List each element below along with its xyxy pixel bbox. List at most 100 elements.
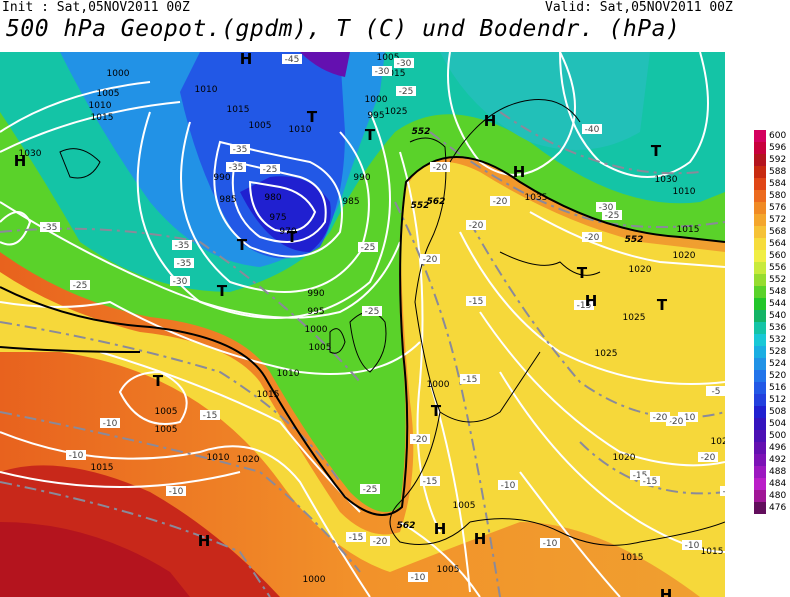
isobar-label: 1010 (195, 85, 218, 95)
legend-swatch (754, 382, 766, 394)
isotherm-label: -35 (175, 241, 190, 251)
legend-label: 592 (769, 155, 787, 165)
legend-label: 484 (769, 479, 787, 489)
isotherm-label: -20 (669, 417, 684, 427)
isotherm-label: -30 (599, 203, 614, 213)
legend-label: 552 (769, 275, 787, 285)
legend-swatch (754, 154, 766, 166)
legend-swatch (754, 214, 766, 226)
isobar-label: 1010 (289, 125, 312, 135)
legend-swatch (754, 466, 766, 478)
legend-swatch (754, 502, 766, 514)
legend-swatch (754, 226, 766, 238)
isobar-label: 1005 (155, 425, 178, 435)
high-pressure-marker: H (474, 530, 487, 548)
isobars (0, 52, 725, 597)
isobar-label: 1020 (237, 455, 260, 465)
isotherm-label: -20 (433, 163, 448, 173)
isobar-label: 990 (213, 173, 230, 183)
isotherm-label: -20 (653, 413, 668, 423)
legend-label: 508 (769, 407, 787, 417)
isobar-label: 1020 (613, 453, 636, 463)
isotherm-label: -10 (411, 573, 426, 583)
isotherm-label: -30 (375, 67, 390, 77)
legend-label: 588 (769, 167, 787, 177)
isotherm-label: -15 (643, 477, 658, 487)
legend-swatch (754, 130, 766, 142)
isotherm-label: -20 (701, 453, 716, 463)
isobar-label: 990 (353, 173, 370, 183)
legend-swatch (754, 406, 766, 418)
low-pressure-marker: T (217, 282, 228, 300)
legend-label: 600 (769, 131, 787, 141)
isotherm-label: -10 (501, 481, 516, 491)
low-pressure-marker: T (287, 228, 298, 246)
high-pressure-marker: H (585, 292, 598, 310)
high-pressure-marker: H (198, 532, 211, 550)
isobar-label: 980 (264, 193, 281, 203)
legend-label: 536 (769, 323, 787, 333)
legend-swatch (754, 142, 766, 154)
legend-label: 524 (769, 359, 787, 369)
legend-label: 520 (769, 371, 787, 381)
isobar-label: 1000 (427, 380, 450, 390)
isobar-label: 1000 (107, 69, 130, 79)
high-pressure-marker: H (513, 163, 526, 181)
legend-label: 584 (769, 179, 787, 189)
isobar-label: 985 (219, 195, 236, 205)
legend-label: 500 (769, 431, 787, 441)
geopotential-label: 562 (397, 521, 416, 531)
temperature-labels: -45-35-30-25-35-25-30-35-30-25-25-20-25-… (40, 54, 725, 583)
legend-label: 576 (769, 203, 787, 213)
coastlines (59, 99, 725, 546)
geopotential-label: 552 (411, 201, 430, 211)
isotherm-label: -10 (543, 539, 558, 549)
legend-swatch (754, 322, 766, 334)
low-core (240, 176, 331, 252)
low-pressure-marker: T (237, 236, 248, 254)
color-legend: 600 596 592 588 584 580 576 572 568 564 560 556 552 5… (754, 130, 790, 520)
isobar-label: 1025 (595, 349, 618, 359)
legend-label: 476 (769, 503, 787, 513)
init-time: Init : Sat,05NOV2011 00Z (2, 0, 190, 15)
isobar-label: 1015 (621, 553, 644, 563)
low-pressure-marker: T (153, 372, 164, 390)
legend-label: 548 (769, 287, 787, 297)
isobar-label: 985 (342, 197, 359, 207)
legend-swatch (754, 202, 766, 214)
isobar-label: 1015 (677, 225, 700, 235)
weather-map: 1000 1005 1010 1015 1030 1010 1015 1005 1010 1000… (0, 52, 725, 597)
legend-swatch (754, 490, 766, 502)
low-pressure-marker: T (365, 126, 376, 144)
legend-swatch (754, 430, 766, 442)
geopotential-label: 552 (412, 127, 431, 137)
isobar-label: 975 (269, 213, 286, 223)
isotherm-label: -15 (349, 533, 364, 543)
high-pressure-marker: H (240, 52, 253, 68)
isobar-label: 1010 (89, 101, 112, 111)
legend-swatch (754, 358, 766, 370)
isobar-label: 1000 (303, 575, 326, 585)
legend-label: 488 (769, 467, 787, 477)
isotherms (0, 111, 725, 597)
isotherm-label: -15 (463, 375, 478, 385)
isotherm-label: -20 (493, 197, 508, 207)
weather-map-svg: 1000 1005 1010 1015 1030 1010 1015 1005 1010 1000… (0, 52, 725, 597)
legend-label: 528 (769, 347, 787, 357)
isobar-label: 1015 (701, 547, 724, 557)
low-pressure-marker: T (577, 264, 588, 282)
isobar-label: 1005 (309, 343, 332, 353)
isobar-label: 1005 (249, 121, 272, 131)
legend-label: 560 (769, 251, 787, 261)
isobar-label: 1010 (673, 187, 696, 197)
isobar-label: 1030 (19, 149, 42, 159)
isotherm-label: -15 (723, 487, 725, 497)
low-pressure-marker: T (431, 402, 442, 420)
isobar-label: 1000 (305, 325, 328, 335)
isobar-label: 995 (367, 111, 384, 121)
legend-swatch (754, 418, 766, 430)
legend-label: 556 (769, 263, 787, 273)
isobar-label: 1015 (227, 105, 250, 115)
valid-time: Valid: Sat,05NOV2011 00Z (545, 0, 733, 15)
legend-label: 580 (769, 191, 787, 201)
